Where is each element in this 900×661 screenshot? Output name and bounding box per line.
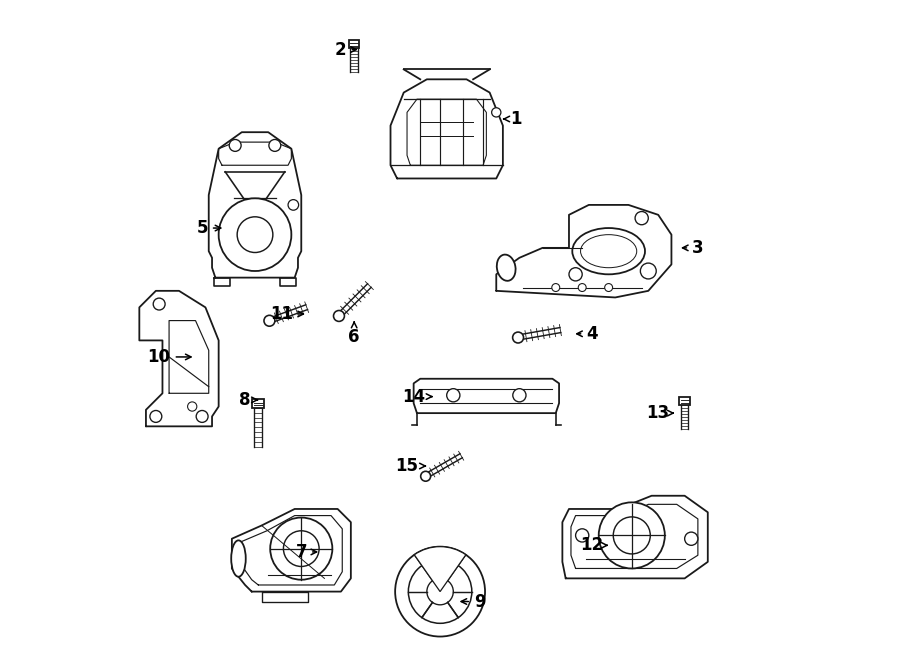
Circle shape: [513, 389, 526, 402]
Circle shape: [513, 332, 524, 343]
Circle shape: [578, 284, 586, 292]
Text: 7: 7: [295, 543, 317, 561]
Text: 9: 9: [461, 592, 486, 611]
FancyBboxPatch shape: [252, 399, 265, 408]
Circle shape: [427, 578, 454, 605]
Ellipse shape: [580, 235, 636, 268]
Circle shape: [238, 217, 273, 253]
Text: 13: 13: [647, 404, 673, 422]
Circle shape: [150, 410, 162, 422]
Circle shape: [219, 198, 292, 271]
Circle shape: [269, 139, 281, 151]
Circle shape: [409, 560, 472, 623]
FancyBboxPatch shape: [680, 397, 690, 405]
Circle shape: [230, 139, 241, 151]
Ellipse shape: [572, 228, 645, 274]
Text: 3: 3: [682, 239, 704, 257]
Ellipse shape: [497, 254, 516, 281]
Circle shape: [420, 471, 430, 481]
Circle shape: [395, 547, 485, 637]
Circle shape: [264, 315, 274, 327]
Circle shape: [569, 268, 582, 281]
Circle shape: [446, 389, 460, 402]
Circle shape: [613, 517, 651, 554]
Circle shape: [270, 518, 332, 580]
FancyBboxPatch shape: [349, 40, 359, 48]
Circle shape: [635, 212, 648, 225]
Text: 11: 11: [270, 305, 303, 323]
Circle shape: [641, 263, 656, 279]
Circle shape: [196, 410, 208, 422]
Text: 8: 8: [239, 391, 257, 409]
Text: 14: 14: [402, 387, 432, 406]
Circle shape: [598, 502, 665, 568]
Text: 6: 6: [348, 322, 360, 346]
Circle shape: [284, 531, 320, 566]
Circle shape: [288, 200, 299, 210]
Wedge shape: [414, 547, 466, 592]
Circle shape: [552, 284, 560, 292]
Circle shape: [153, 298, 165, 310]
Circle shape: [187, 402, 197, 411]
Text: 4: 4: [577, 325, 598, 343]
Text: 10: 10: [148, 348, 191, 366]
Text: 15: 15: [395, 457, 425, 475]
Text: 12: 12: [580, 536, 608, 555]
Circle shape: [491, 108, 501, 117]
Circle shape: [576, 529, 589, 542]
Circle shape: [685, 532, 698, 545]
Text: 1: 1: [504, 110, 522, 128]
Text: 5: 5: [196, 219, 220, 237]
Ellipse shape: [231, 541, 246, 576]
Text: 2: 2: [335, 40, 356, 59]
Circle shape: [605, 284, 613, 292]
Circle shape: [334, 311, 345, 321]
